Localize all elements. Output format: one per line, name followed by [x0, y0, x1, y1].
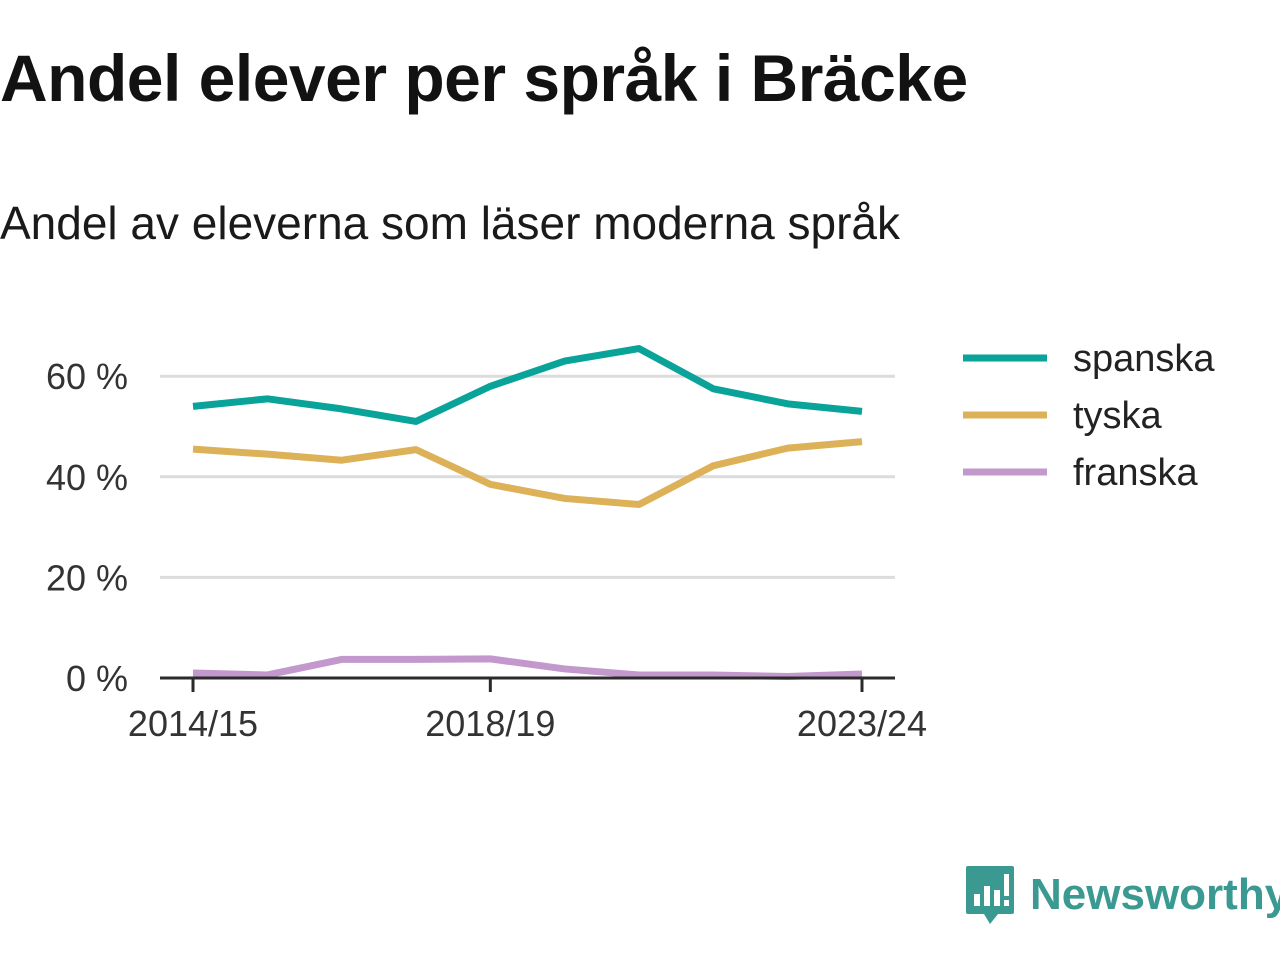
brand-name: Newsworthy: [1030, 870, 1280, 919]
legend-label-franska: franska: [1073, 452, 1198, 494]
x-tick-label-2018-19: 2018/19: [425, 703, 555, 744]
series-line-tyska: [192, 438, 863, 508]
series-line-franska: [192, 655, 863, 680]
legend: spanska tyska franska: [963, 338, 1215, 494]
y-axis-ticks: 0 % 20 % 40 % 60 %: [46, 356, 128, 699]
y-tick-label-40: 40 %: [46, 457, 128, 498]
y-tick-label-20: 20 %: [46, 557, 128, 598]
chart-series: [192, 345, 863, 680]
chart-title: Andel elever per språk i Bräcke: [0, 41, 968, 115]
newsworthy-logo: Newsworthy: [964, 864, 1280, 926]
bar-chart-speech-bubble-icon: [966, 866, 1014, 924]
x-tick-label-2014-15: 2014/15: [128, 703, 258, 744]
y-tick-label-60: 60 %: [46, 356, 128, 397]
line-chart: 0 % 20 % 40 % 60 % 2014/15 2018/19 2023/24 sp…: [46, 338, 1215, 744]
y-tick-label-0: 0 %: [66, 658, 128, 699]
x-tick-label-2023-24: 2023/24: [797, 703, 927, 744]
chart-subtitle: Andel av eleverna som läser moderna språ…: [0, 197, 901, 249]
series-line-spanska: [192, 345, 863, 425]
legend-label-spanska: spanska: [1073, 338, 1215, 380]
x-axis: 2014/15 2018/19 2023/24: [128, 676, 927, 744]
legend-label-tyska: tyska: [1073, 395, 1163, 437]
